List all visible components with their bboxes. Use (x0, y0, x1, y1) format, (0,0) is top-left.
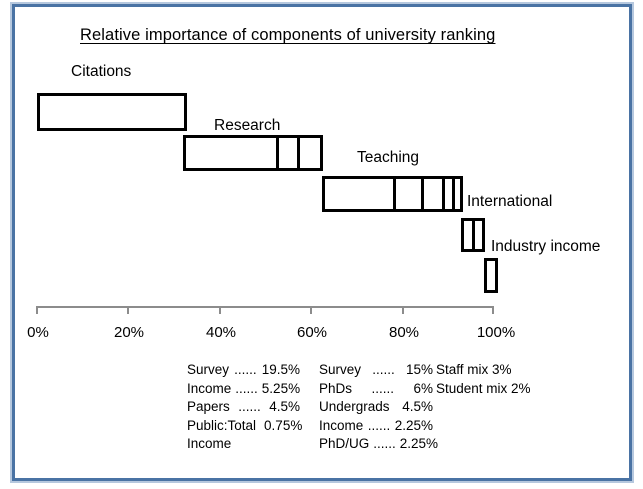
x-tick-label-100: 100% (476, 324, 516, 341)
bar-label-citations: Citations (71, 63, 132, 80)
segment-divider (452, 179, 455, 209)
bar-label-research: Research (214, 117, 281, 134)
research-breakdown-column: Survey ...... 19.5% Income ...... 5.25% … (187, 361, 303, 454)
breakdown-row: Income (187, 435, 300, 454)
x-tick-label-0: 0% (27, 324, 49, 341)
bar-label-industry-income: Industry income (491, 238, 601, 255)
breakdown-row: PhD/UG ...... 2.25% (319, 435, 438, 454)
outer-frame (10, 2, 634, 483)
bar-international (461, 218, 485, 252)
breakdown-name: Survey (319, 362, 362, 377)
bar-label-teaching: Teaching (357, 149, 420, 166)
breakdown-name: Income (319, 417, 364, 433)
breakdown-dots: ...... (373, 436, 396, 452)
x-axis-line (36, 306, 494, 308)
segment-divider (442, 179, 445, 209)
x-axis-tick (36, 306, 38, 314)
breakdown-dots: ...... (372, 362, 395, 377)
breakdown-row: Survey ...... 19.5% (187, 361, 300, 380)
teaching-breakdown-column: Survey ...... 15% PhDs ...... 6% Undergr… (319, 361, 438, 454)
x-axis-tick (219, 306, 221, 314)
x-axis-tick (127, 306, 129, 314)
x-tick-label-60: 60% (296, 324, 328, 341)
segment-divider (421, 179, 424, 209)
breakdown-dots: ...... (367, 417, 391, 433)
breakdown-value: 4.5% (269, 399, 300, 415)
x-axis-tick (402, 306, 404, 314)
breakdown-value: 2.25% (394, 417, 433, 433)
chart-title: Relative importance of components of uni… (80, 26, 496, 44)
segment-divider (297, 138, 300, 168)
segment-divider (472, 221, 475, 249)
breakdown-value: 2.25% (399, 436, 439, 452)
breakdown-row: Survey ...... 15% (319, 361, 433, 380)
bar-citations (37, 93, 187, 131)
international-breakdown-column: Staff mix 3% Student mix 2% (436, 361, 531, 398)
breakdown-name: PhDs (319, 380, 353, 396)
breakdown-dots: ...... (234, 362, 257, 377)
breakdown-name: PhD/UG (319, 436, 370, 452)
breakdown-dots: ...... (371, 380, 394, 396)
breakdown-value: 4.5% (402, 399, 433, 415)
breakdown-row: Income ...... 2.25% (319, 417, 433, 436)
breakdown-row: Income ...... 5.25% (187, 380, 300, 399)
breakdown-dots: ...... (235, 380, 258, 396)
breakdown-name: Public:Total (187, 417, 257, 433)
breakdown-dots: ...... (238, 399, 261, 415)
breakdown-value: 19.5% (261, 362, 300, 377)
breakdown-row: Public:Total 0.75% (187, 417, 303, 436)
x-tick-label-40: 40% (205, 324, 237, 341)
x-tick-label-80: 80% (388, 324, 420, 341)
breakdown-value: 0.75% (264, 417, 303, 433)
bar-teaching (322, 176, 463, 212)
x-axis-tick (310, 306, 312, 314)
breakdown-row: PhDs ...... 6% (319, 380, 433, 399)
breakdown-value: 5.25% (261, 380, 301, 396)
breakdown-name: Survey (187, 362, 230, 377)
bar-label-international: International (467, 193, 553, 210)
x-tick-label-20: 20% (113, 324, 145, 341)
breakdown-row: Student mix 2% (436, 380, 531, 396)
breakdown-value: 15% (405, 362, 433, 377)
breakdown-row: Papers ...... 4.5% (187, 398, 300, 417)
segment-divider (393, 179, 396, 209)
breakdown-value: 6% (413, 380, 433, 396)
bar-research (183, 135, 323, 171)
breakdown-name: Papers (187, 399, 230, 415)
breakdown-row: Undergrads 4.5% (319, 398, 433, 417)
breakdown-name: Income (187, 436, 232, 452)
breakdown-row: Staff mix 3% (436, 362, 512, 377)
breakdown-name: Income (187, 380, 232, 396)
segment-divider (276, 138, 279, 168)
breakdown-name: Undergrads (319, 399, 390, 415)
bar-industry-income (484, 258, 498, 293)
x-axis-tick (492, 306, 494, 314)
